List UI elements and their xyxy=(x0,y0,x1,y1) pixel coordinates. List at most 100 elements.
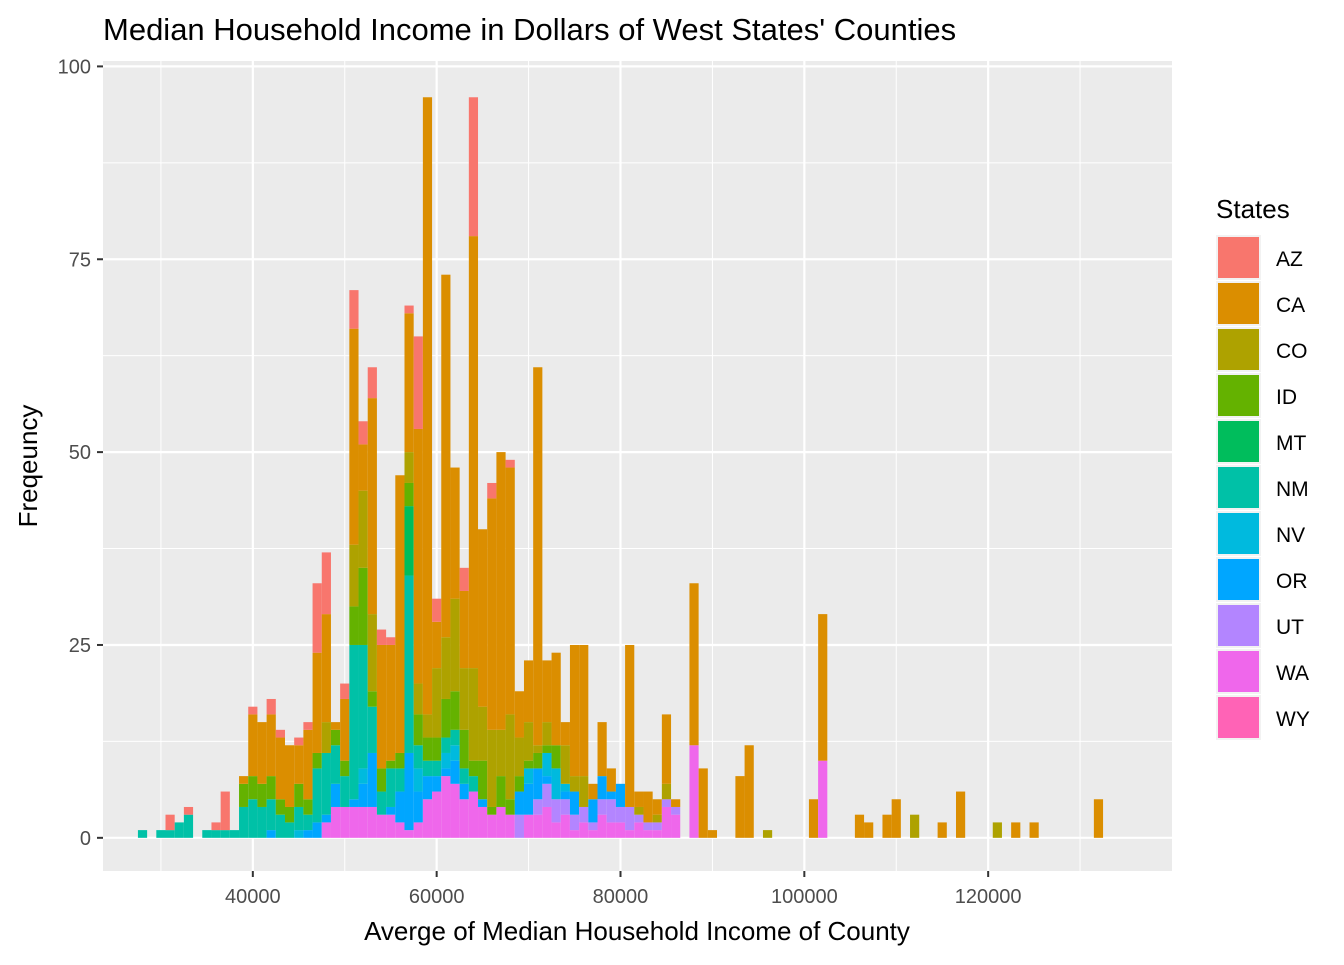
bar-segment-nm xyxy=(312,768,322,823)
bar-segment-ca xyxy=(560,722,570,746)
bar-segment-az xyxy=(358,421,368,445)
bar-segment-nm xyxy=(137,830,148,838)
bar-segment-wa xyxy=(478,806,488,838)
bar-segment-ca xyxy=(1093,799,1104,838)
bar-segment-ca xyxy=(358,444,368,491)
x-tick-label: 80000 xyxy=(593,886,649,908)
bar-segment-wa xyxy=(661,806,672,838)
bar-segment-co xyxy=(321,722,331,753)
bar-segment-ca xyxy=(275,737,285,800)
bar-segment-or xyxy=(606,791,616,800)
bar-segment-or xyxy=(413,791,423,823)
bar-segment-co xyxy=(514,737,524,777)
bar-segment-ca xyxy=(698,768,708,838)
bar-segment-az xyxy=(303,722,313,730)
bar-segment-ca xyxy=(597,722,607,777)
bar-segment-id xyxy=(257,783,267,807)
bar-segment-nm xyxy=(229,830,240,838)
bar-segment-id xyxy=(340,760,350,777)
bar-segment-wa xyxy=(422,799,433,838)
bar-segment-ut xyxy=(615,806,626,823)
bar-segment-az xyxy=(487,482,497,499)
bar-segment-ca xyxy=(689,583,699,746)
bar-segment-nm xyxy=(367,706,377,753)
bar-segment-az xyxy=(432,598,442,622)
bar-segment-ut xyxy=(569,814,580,831)
bar-segment-or xyxy=(450,760,460,784)
bar-segment-ca xyxy=(459,590,469,669)
bar-segment-nm xyxy=(220,830,230,838)
bar-segment-ut xyxy=(643,822,653,831)
bar-segment-ca xyxy=(735,776,745,838)
bar-segment-az xyxy=(165,814,175,831)
legend-label-nv: NV xyxy=(1276,524,1305,547)
bar-segment-wa xyxy=(615,822,626,838)
bar-segment-nm xyxy=(239,806,249,838)
bar-segment-nm xyxy=(294,806,304,831)
bar-segment-co xyxy=(579,776,589,807)
bar-segment-ca xyxy=(569,644,580,777)
bar-segment-ca xyxy=(818,614,828,761)
bar-segment-or xyxy=(615,783,626,807)
bar-segment-ca xyxy=(496,452,506,730)
bar-segment-ca xyxy=(376,644,387,769)
bar-segment-nm xyxy=(468,776,479,792)
bar-segment-id xyxy=(505,799,515,815)
bar-segment-ca xyxy=(634,791,644,807)
bar-segment-ca xyxy=(257,722,267,784)
bar-segment-ca xyxy=(487,498,497,730)
legend-title: States xyxy=(1216,194,1290,224)
bar-segment-or xyxy=(432,776,442,792)
bar-segment-ut xyxy=(514,814,524,838)
bar-segment-nm xyxy=(340,776,350,807)
bar-segment-nm xyxy=(174,822,184,838)
bar-segment-az xyxy=(386,637,396,645)
bar-segment-or xyxy=(358,783,368,807)
legend-swatch-or xyxy=(1218,559,1259,600)
bar-segment-ca xyxy=(349,328,359,545)
bar-segment-wa xyxy=(643,830,653,838)
legend-label-id: ID xyxy=(1276,386,1297,409)
legend-swatch-wy xyxy=(1218,697,1259,738)
bar-segment-ca xyxy=(533,367,543,746)
bar-segment-wa xyxy=(376,814,387,838)
bar-segment-ca xyxy=(1011,822,1021,838)
bar-segment-ca xyxy=(294,745,304,784)
bar-segment-id xyxy=(496,776,506,807)
bar-segment-or xyxy=(542,776,552,784)
bar-segment-id xyxy=(459,729,469,769)
bar-segment-nm xyxy=(202,830,212,838)
bar-segment-id xyxy=(294,783,304,807)
bar-segment-co xyxy=(459,668,469,730)
bar-segment-co xyxy=(569,776,580,792)
bar-segment-ca xyxy=(625,644,635,807)
y-tick-label: 100 xyxy=(58,56,91,78)
bar-segment-ca xyxy=(441,274,451,638)
bar-segment-or xyxy=(367,752,377,807)
bar-segment-co xyxy=(762,830,773,838)
bar-segment-wa xyxy=(542,806,552,838)
bar-segment-nm xyxy=(275,814,285,838)
bar-segment-nm xyxy=(395,768,405,792)
bar-segment-wa xyxy=(634,822,644,838)
bar-segment-wa xyxy=(441,776,451,838)
bar-segment-co xyxy=(432,668,442,738)
bar-segment-nm xyxy=(422,760,433,777)
bar-segment-wa xyxy=(689,745,699,838)
bar-segment-ca xyxy=(248,714,258,777)
bar-segment-id xyxy=(542,745,552,753)
bar-segment-ut xyxy=(588,822,598,831)
y-tick-label: 25 xyxy=(69,635,91,657)
bar-segment-az xyxy=(275,729,285,738)
bar-segment-wa xyxy=(386,814,396,838)
legend-label-co: CO xyxy=(1276,340,1308,363)
bar-segment-nm xyxy=(404,575,414,753)
bar-segment-nm xyxy=(358,644,368,769)
bar-segment-nm xyxy=(349,644,359,800)
bar-segment-co xyxy=(413,683,423,715)
bar-segment-ut xyxy=(671,806,681,815)
bar-segment-or xyxy=(266,830,276,838)
bar-segment-nv xyxy=(450,745,460,761)
bar-segment-co xyxy=(404,452,414,483)
